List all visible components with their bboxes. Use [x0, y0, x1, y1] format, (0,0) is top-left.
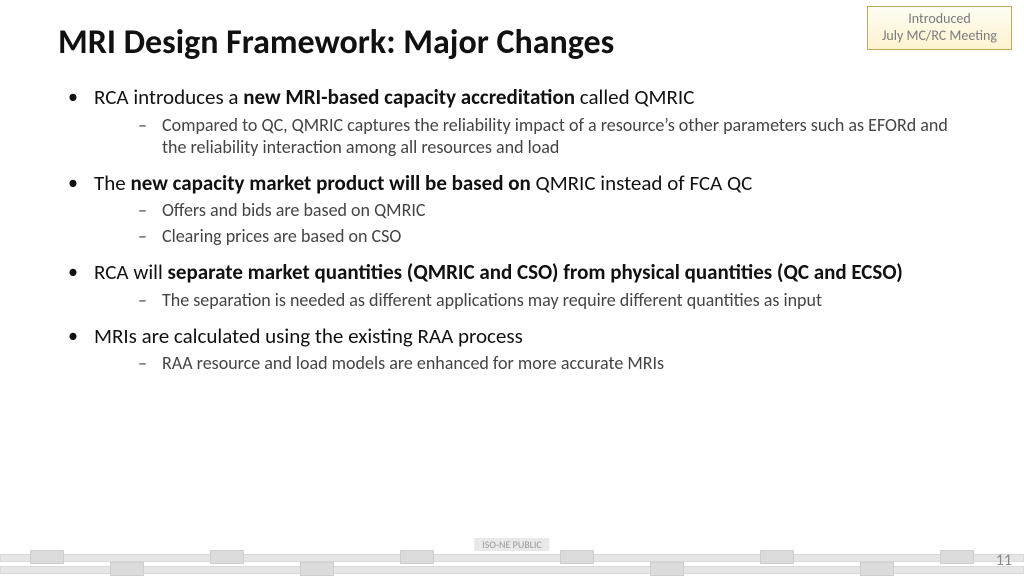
sub-list: RAA resource and load models are enhance…: [94, 353, 966, 375]
sub-item: The separation is needed as different ap…: [94, 290, 966, 312]
bullet-text-pre: RCA introduces a: [94, 84, 243, 110]
bullet-list: RCA introduces a new MRI-based capacity …: [58, 85, 966, 375]
bullet-text-post: called QMRIC: [575, 84, 694, 110]
bullet-text-bold: new MRI-based capacity accreditation: [243, 84, 575, 110]
bullet-text-bold: separate market quantities (QMRIC and CS…: [168, 259, 903, 285]
page-number: 11: [996, 551, 1012, 570]
bullet-text-post: QMRIC instead of FCA QC: [531, 170, 753, 196]
footer-label: ISO-NE PUBLIC: [474, 538, 549, 551]
bullet-text-pre: The: [94, 170, 130, 196]
sub-item: RAA resource and load models are enhance…: [94, 353, 966, 375]
bullet-item: RCA will separate market quantities (QMR…: [58, 260, 966, 312]
sub-item: Compared to QC, QMRIC captures the relia…: [94, 115, 966, 159]
bullet-text-bold: new capacity market product will be base…: [130, 170, 530, 196]
bullet-text-pre: RCA will: [94, 259, 168, 285]
sub-list: Offers and bids are based on QMRIC Clear…: [94, 200, 966, 248]
slide: Introduced July MC/RC Meeting MRI Design…: [0, 0, 1024, 576]
bullet-item: The new capacity market product will be …: [58, 171, 966, 249]
bullet-item: MRIs are calculated using the existing R…: [58, 324, 966, 376]
status-badge: Introduced July MC/RC Meeting: [867, 6, 1012, 50]
page-title: MRI Design Framework: Major Changes: [58, 22, 966, 63]
footer: ISO-NE PUBLIC 11: [0, 538, 1024, 576]
sub-list: Compared to QC, QMRIC captures the relia…: [94, 115, 966, 159]
bullet-item: RCA introduces a new MRI-based capacity …: [58, 85, 966, 159]
badge-line1: Introduced: [882, 11, 997, 28]
sub-list: The separation is needed as different ap…: [94, 290, 966, 312]
sub-item: Clearing prices are based on CSO: [94, 226, 966, 248]
sub-item: Offers and bids are based on QMRIC: [94, 200, 966, 222]
badge-line2: July MC/RC Meeting: [882, 28, 997, 45]
bullet-text-pre: MRIs are calculated using the existing R…: [94, 323, 523, 349]
